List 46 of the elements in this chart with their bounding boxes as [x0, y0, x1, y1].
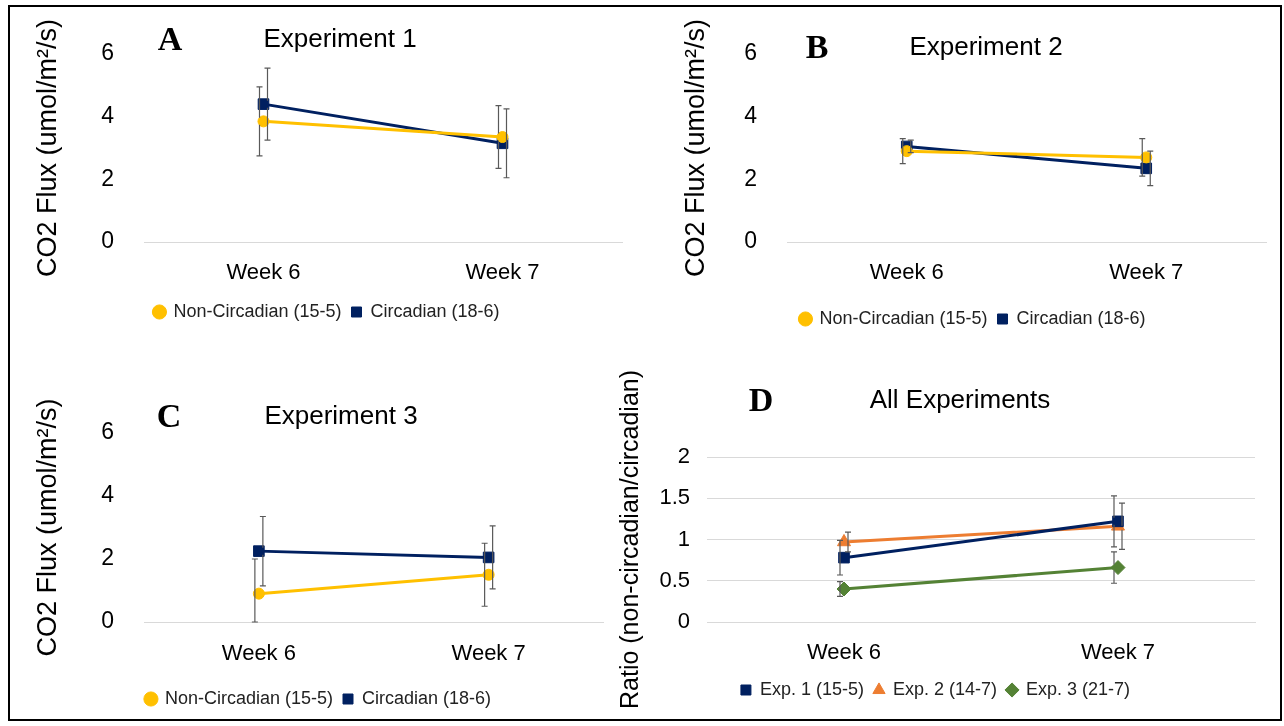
y-tick-label: 2 [744, 164, 757, 191]
y-tick-label: 2 [101, 164, 114, 191]
y-tick-label: 2 [101, 544, 114, 571]
y-tick-label: 0 [101, 607, 114, 634]
legend-label: Non-Circadian (15-5) [819, 307, 988, 328]
annotation: A [157, 19, 183, 57]
y-axis-title: CO2 Flux (umol/m²/s) [31, 398, 62, 657]
x-tick-label: Week 7 [465, 259, 540, 285]
annotation: C [156, 396, 182, 434]
y-tick-label: 6 [744, 39, 757, 66]
chart-title: All Experiments [869, 384, 1051, 415]
y-tick-label: 1.5 [659, 484, 690, 510]
legend-label: Circadian (18-6) [362, 687, 492, 708]
y-tick-label: 0 [677, 608, 690, 634]
y-tick-label: 0.5 [659, 566, 690, 592]
y-tick-label: 0 [101, 227, 114, 254]
chart-title: Experiment 1 [263, 23, 417, 54]
x-tick-label: Week 6 [226, 259, 301, 285]
y-tick-label: 1 [677, 525, 690, 551]
legend-label: Non-Circadian (15-5) [173, 300, 342, 321]
y-axis-title: Ratio (non-circadian/circadian) [614, 369, 643, 710]
y-tick-label: 4 [101, 102, 115, 129]
x-tick-label: Week 6 [221, 640, 296, 666]
chart-title: Experiment 2 [909, 31, 1063, 62]
legend-label: Exp. 3 (21-7) [1026, 678, 1131, 699]
annotation: B [805, 27, 829, 65]
x-tick-label: Week 7 [451, 640, 526, 666]
text: D [748, 380, 774, 418]
x-tick-label: Week 6 [806, 639, 882, 665]
legend-label: Non-Circadian (15-5) [164, 687, 334, 708]
y-tick-label: 2 [677, 443, 690, 469]
x-tick-label: Week 6 [869, 259, 944, 285]
x-tick-label: Week 7 [1109, 259, 1184, 285]
y-tick-label: 6 [101, 39, 114, 66]
chart-title: Experiment 3 [264, 400, 418, 431]
y-axis-title: CO2 Flux (umol/m²/s) [31, 18, 62, 278]
y-tick-label: 0 [744, 227, 757, 254]
legend-label: Circadian (18-6) [370, 300, 500, 321]
y-tick-label: 4 [744, 102, 758, 129]
y-tick-label: 4 [101, 481, 115, 508]
legend-label: Circadian (18-6) [1016, 307, 1146, 328]
legend-label: Exp. 1 (15-5) [759, 678, 864, 699]
x-tick-label: Week 7 [1080, 639, 1156, 665]
y-axis-title: CO2 Flux (umol/m²/s) [679, 18, 710, 278]
legend-label: Exp. 2 (14-7) [892, 678, 998, 699]
y-tick-label: 6 [101, 418, 114, 445]
